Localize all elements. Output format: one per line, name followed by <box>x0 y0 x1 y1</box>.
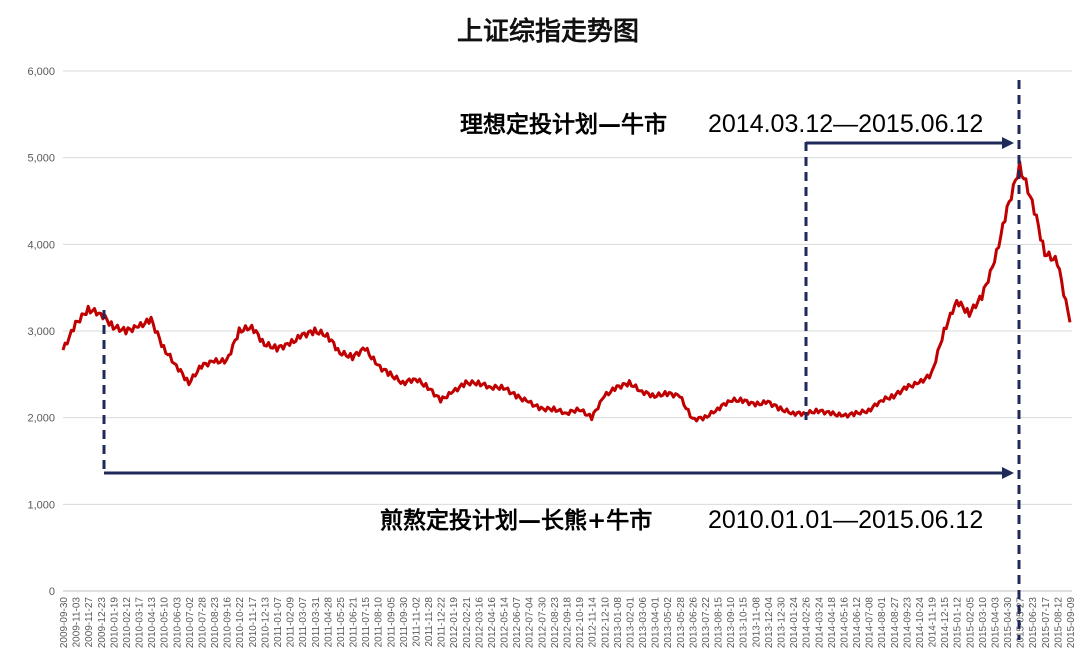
x-tick-label: 2011-02-09 <box>286 597 297 648</box>
x-tick-label: 2009-12-23 <box>97 597 108 649</box>
x-tick-label: 2012-10-19 <box>575 597 586 649</box>
x-tick-label: 2009-09-30 <box>59 597 70 649</box>
x-tick-label: 2014-03-24 <box>814 597 825 649</box>
x-tick-label: 2013-01-08 <box>613 597 624 649</box>
annotations <box>102 80 1021 640</box>
x-tick-label: 2014-07-08 <box>865 597 876 649</box>
x-tick-label: 2014-06-12 <box>852 597 863 649</box>
x-tick-label: 2012-07-04 <box>525 597 536 649</box>
x-tick-label: 2011-06-21 <box>349 597 360 648</box>
x-tick-label: 2010-04-13 <box>147 597 158 649</box>
annotation-2-dates: 2010.01.01—2015.06.12 <box>708 506 983 534</box>
x-tick-label: 2010-08-23 <box>210 597 221 649</box>
x-tick-label: 2011-11-02 <box>411 597 422 647</box>
x-tick-label: 2011-04-28 <box>323 597 334 648</box>
x-tick-label: 2013-06-26 <box>688 597 699 649</box>
x-tick-label: 2010-02-12 <box>122 597 133 649</box>
annotation-1-label: 理想定投计划—牛市 <box>460 111 667 138</box>
arrow-head-1 <box>1002 137 1014 149</box>
x-tick-label: 2012-04-16 <box>487 597 498 649</box>
x-tick-label: 2012-06-07 <box>512 597 523 649</box>
x-tick-label: 2013-07-22 <box>701 597 712 649</box>
y-tick-label: 1,000 <box>27 499 55 511</box>
x-tick-label: 2012-01-19 <box>449 597 460 649</box>
x-tick-label: 2011-01-07 <box>273 597 284 648</box>
x-tick-label: 2015-05-27 <box>1016 597 1027 649</box>
x-tick-label: 2010-09-16 <box>223 597 234 649</box>
y-tick-label: 5,000 <box>27 153 55 165</box>
x-tick-label: 2013-04-01 <box>651 597 662 649</box>
x-tick-label: 2015-02-05 <box>965 597 976 649</box>
x-tick-label: 2012-03-16 <box>474 597 485 649</box>
x-tick-label: 2011-07-15 <box>361 597 372 648</box>
x-tick-label: 2014-02-26 <box>802 597 813 649</box>
x-tick-label: 2012-12-10 <box>600 597 611 649</box>
x-tick-label: 2011-09-05 <box>386 597 397 648</box>
series-line <box>61 160 1072 423</box>
x-tick-label: 2011-03-07 <box>298 597 309 648</box>
x-tick-label: 2013-12-04 <box>764 597 775 649</box>
x-tick-label: 2010-07-02 <box>185 597 196 649</box>
x-tick-label: 2014-09-23 <box>902 597 913 649</box>
x-tick-label: 2010-03-17 <box>135 597 146 649</box>
x-tick-label: 2010-05-10 <box>160 597 171 649</box>
x-tick-label: 2013-12-30 <box>776 597 787 649</box>
x-tick-label: 2009-11-03 <box>72 597 83 648</box>
x-tick-label: 2011-05-25 <box>336 597 347 648</box>
x-tick-label: 2011-03-31 <box>311 597 322 648</box>
x-tick-label: 2015-04-30 <box>1003 597 1014 649</box>
annotation-1-dates: 2014.03.12—2015.06.12 <box>708 110 983 138</box>
x-tick-label: 2010-10-22 <box>235 597 246 649</box>
x-tick-label: 2014-01-24 <box>789 597 800 649</box>
x-tick-label: 2009-11-27 <box>84 597 95 648</box>
x-tick-label: 2015-04-03 <box>990 597 1001 649</box>
x-tick-label: 2011-08-10 <box>374 597 385 648</box>
x-tick-label: 2014-04-18 <box>827 597 838 649</box>
x-tick-label: 2015-03-10 <box>978 597 989 649</box>
x-tick-label: 2014-05-16 <box>839 597 850 649</box>
x-tick-label: 2015-09-09 <box>1066 597 1077 649</box>
arrow-head-2 <box>1002 467 1014 479</box>
y-tick-label: 2,000 <box>27 413 55 425</box>
x-tick-label: 2010-01-19 <box>109 597 120 649</box>
x-tick-label: 2012-08-23 <box>550 597 561 649</box>
y-tick-label: 4,000 <box>27 239 55 251</box>
x-tick-label: 2013-05-02 <box>663 597 674 649</box>
x-tick-label: 2012-07-30 <box>537 597 548 649</box>
x-tick-label: 2013-09-10 <box>726 597 737 649</box>
x-tick-label: 2013-05-28 <box>676 597 687 649</box>
x-tick-label: 2010-06-03 <box>172 597 183 649</box>
x-tick-label: 2011-11-28 <box>424 597 435 647</box>
x-tick-label: 2014-10-24 <box>915 597 926 649</box>
x-tick-label: 2011-09-30 <box>399 597 410 648</box>
x-tick-label: 2012-05-14 <box>500 597 511 649</box>
annotation-2-label: 煎熬定投计划—长熊+牛市 <box>380 507 652 534</box>
x-tick-label: 2013-03-06 <box>638 597 649 649</box>
x-tick-label: 2012-11-14 <box>588 597 599 648</box>
x-tick-label: 2015-01-12 <box>953 597 964 649</box>
x-tick-label: 2010-07-28 <box>197 597 208 649</box>
x-tick-label: 2013-02-01 <box>625 597 636 649</box>
x-tick-label: 2014-11-19 <box>928 597 939 648</box>
x-tick-label: 2015-07-17 <box>1041 597 1052 649</box>
x-tick-label: 2014-12-15 <box>940 597 951 649</box>
x-tick-label: 2015-08-12 <box>1053 597 1064 649</box>
x-tick-label: 2015-06-23 <box>1028 597 1039 649</box>
x-tick-label: 2014-08-01 <box>877 597 888 649</box>
x-tick-label: 2010-12-13 <box>260 597 271 649</box>
y-tick-label: 6,000 <box>27 66 55 78</box>
x-tick-label: 2013-08-15 <box>714 597 725 649</box>
y-tick-label: 3,000 <box>27 326 55 338</box>
y-tick-label: 0 <box>49 586 55 598</box>
x-tick-label: 2011-12-22 <box>437 597 448 648</box>
x-tick-label: 2010-11-17 <box>248 597 259 648</box>
x-tick-label: 2014-08-27 <box>890 597 901 649</box>
x-tick-label: 2012-09-18 <box>563 597 574 649</box>
x-tick-label: 2013-10-15 <box>739 597 750 649</box>
chart-title: 上证综指走势图 <box>457 16 639 47</box>
x-tick-label: 2013-11-08 <box>751 597 762 648</box>
x-tick-label: 2012-02-21 <box>462 597 473 649</box>
